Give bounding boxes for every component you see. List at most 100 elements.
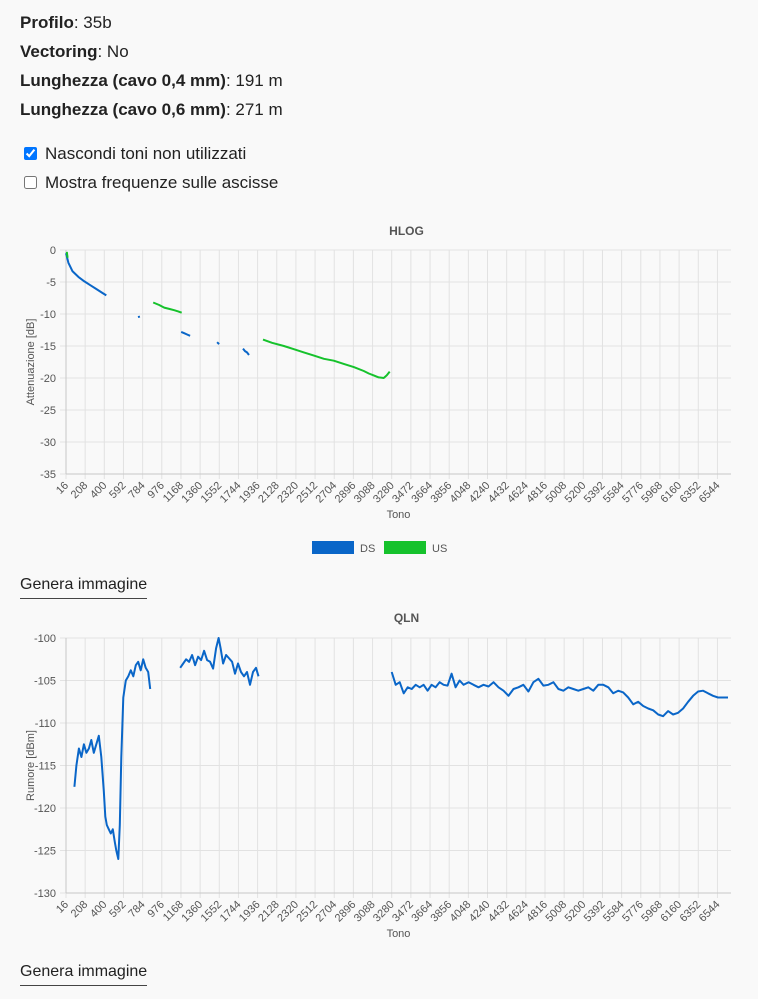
x-tick-label: 4240 [467, 480, 493, 506]
x-tick-label: 6544 [697, 480, 723, 506]
info-profilo: Profilo: 35b [20, 13, 112, 32]
genera-immagine-button-qln[interactable]: Genera immagine [20, 963, 148, 986]
legend-swatch-ds [312, 541, 354, 554]
show-frequencies-checkbox[interactable] [24, 176, 37, 189]
x-tick-label: 1936 [237, 480, 263, 506]
x-tick-label: 3088 [352, 480, 378, 506]
x-tick-label: 6352 [678, 480, 704, 506]
x-tick-label: 5584 [601, 480, 627, 506]
x-tick-label: 2704 [314, 480, 340, 506]
y-tick-label: -130 [34, 888, 56, 900]
x-tick-label: 208 [69, 480, 90, 501]
series-ds-line [65, 252, 107, 297]
info-lunghezza-06: Lunghezza (cavo 0,6 mm): 271 m [20, 100, 283, 119]
x-tick-label: 208 [69, 899, 90, 920]
x-tick-label: 6160 [658, 480, 684, 506]
legend-label-ds: DS [360, 543, 375, 555]
y-tick-label: -10 [40, 309, 56, 321]
x-tick-label: 4816 [524, 480, 550, 506]
option-hide-unused-tones[interactable]: Nascondi toni non utilizzati [22, 139, 278, 168]
series-ds-line [137, 315, 141, 319]
x-tick-label: 5392 [582, 899, 608, 925]
y-tick-label: -20 [40, 373, 56, 385]
x-tick-label: 3664 [409, 480, 435, 506]
y-tick-label: -100 [34, 633, 56, 645]
x-tick-label: 2128 [256, 480, 282, 506]
x-tick-label: 2128 [256, 899, 282, 925]
y-axis-label: Rumore [dBm] [25, 730, 37, 801]
x-tick-label: 6544 [697, 899, 723, 925]
y-axis-label: Attenuazione [dB] [25, 319, 37, 406]
x-tick-label: 1744 [218, 899, 244, 925]
hide-unused-tones-checkbox[interactable] [24, 147, 37, 160]
x-tick-label: 2512 [294, 480, 320, 506]
chart-title: HLOG [389, 224, 424, 238]
x-tick-label: 4816 [524, 899, 550, 925]
x-tick-label: 5776 [620, 899, 646, 925]
series-ds-line [242, 347, 250, 356]
x-tick-label: 3088 [352, 899, 378, 925]
y-tick-label: -5 [46, 277, 56, 289]
y-tick-label: -120 [34, 803, 56, 815]
option-show-frequencies[interactable]: Mostra frequenze sulle ascisse [22, 168, 278, 197]
x-tick-label: 1936 [237, 899, 263, 925]
y-tick-label: -15 [40, 341, 56, 353]
x-tick-label: 3280 [371, 899, 397, 925]
x-tick-label: 4048 [448, 480, 474, 506]
x-tick-label: 4624 [505, 480, 531, 506]
x-tick-label: 784 [126, 899, 147, 920]
y-tick-label: -35 [40, 469, 56, 481]
x-tick-label: 1552 [199, 480, 225, 506]
x-tick-label: 5008 [543, 899, 569, 925]
y-tick-label: -25 [40, 405, 56, 417]
x-tick-label: 3664 [409, 899, 435, 925]
x-tick-label: 2704 [314, 899, 340, 925]
x-tick-label: 3280 [371, 480, 397, 506]
x-tick-label: 1360 [179, 480, 205, 506]
x-tick-label: 2896 [333, 480, 359, 506]
x-tick-label: 5200 [563, 899, 589, 925]
x-axis-label: Tono [387, 928, 411, 940]
series-us-line [262, 338, 391, 379]
options: Nascondi toni non utilizzati Mostra freq… [22, 139, 278, 197]
x-tick-label: 2896 [333, 899, 359, 925]
series-ds-line [216, 341, 220, 345]
y-tick-label: -110 [35, 718, 56, 730]
x-tick-label: 16 [54, 480, 71, 497]
x-tick-label: 5776 [620, 480, 646, 506]
x-tick-label: 5968 [639, 899, 665, 925]
x-tick-label: 5584 [601, 899, 627, 925]
x-tick-label: 4432 [486, 480, 512, 506]
hlog-chart: HLOG0-5-10-15-20-25-30-35162084005927849… [25, 224, 731, 555]
x-tick-label: 400 [88, 899, 109, 920]
y-tick-label: -30 [40, 437, 56, 449]
x-tick-label: 592 [107, 480, 128, 501]
x-tick-label: 4624 [505, 899, 531, 925]
genera-immagine-button-hlog[interactable]: Genera immagine [20, 576, 148, 599]
x-tick-label: 4240 [467, 899, 493, 925]
x-tick-label: 3472 [390, 480, 416, 506]
series-ds-line [180, 330, 191, 337]
series-us-line [65, 251, 69, 258]
x-tick-label: 3472 [390, 899, 416, 925]
x-tick-label: 6352 [678, 899, 704, 925]
x-tick-label: 592 [107, 899, 128, 920]
x-tick-label: 5200 [563, 480, 589, 506]
legend-label-us: US [432, 543, 447, 555]
x-tick-label: 3856 [429, 480, 455, 506]
series-qln-line [73, 658, 152, 860]
info-vectoring: Vectoring: No [20, 42, 129, 61]
x-tick-label: 5392 [582, 480, 608, 506]
x-tick-label: 1744 [218, 480, 244, 506]
x-tick-label: 4432 [486, 899, 512, 925]
legend-swatch-us [384, 541, 426, 554]
x-tick-label: 2512 [294, 899, 320, 925]
x-tick-label: 5968 [639, 480, 665, 506]
y-tick-label: -115 [35, 761, 56, 773]
x-tick-label: 4048 [448, 899, 474, 925]
line-info: Profilo: 35b Vectoring: No Lunghezza (ca… [20, 8, 283, 124]
series-qln-line [179, 637, 260, 686]
x-tick-label: 16 [54, 899, 71, 916]
x-tick-label: 2320 [275, 899, 301, 925]
x-axis-label: Tono [387, 509, 411, 521]
